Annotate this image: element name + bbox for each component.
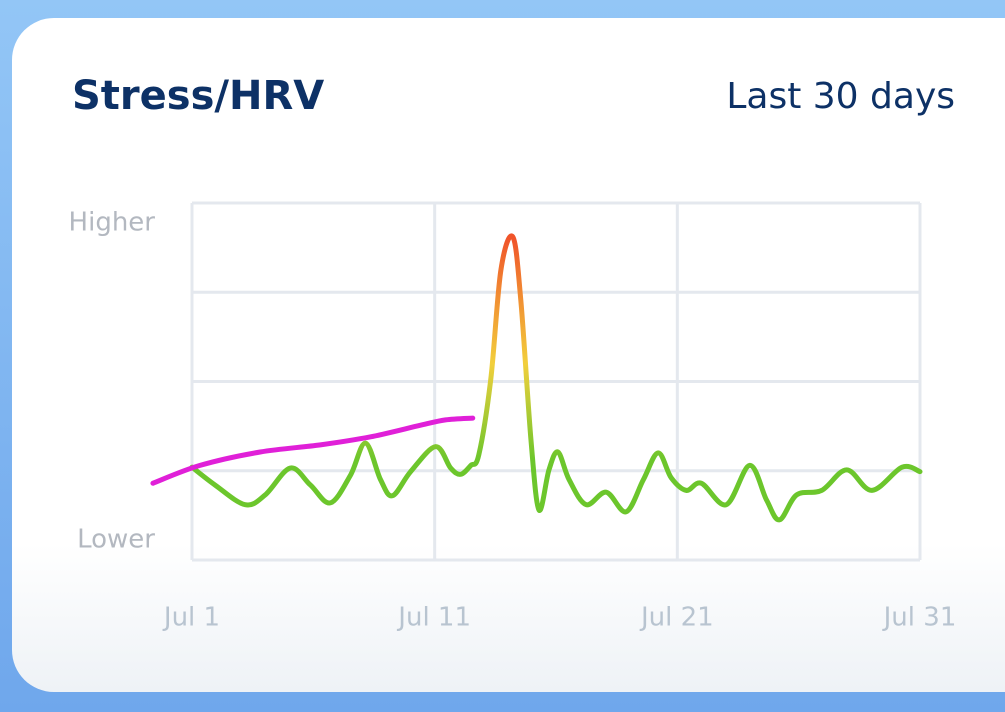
x-tick-label: Jul 21	[639, 603, 714, 633]
series-line	[189, 233, 923, 523]
y-tick-label: Higher	[69, 208, 156, 238]
x-tick-label: Jul 31	[882, 603, 957, 633]
chart-subtitle: Last 30 days	[726, 76, 955, 117]
y-tick-label: Lower	[77, 525, 155, 555]
series-line	[150, 415, 476, 486]
chart-title: Stress/HRV	[72, 73, 324, 119]
card	[12, 18, 1005, 692]
x-tick-label: Jul 1	[162, 603, 220, 633]
x-tick-label: Jul 11	[396, 603, 471, 633]
